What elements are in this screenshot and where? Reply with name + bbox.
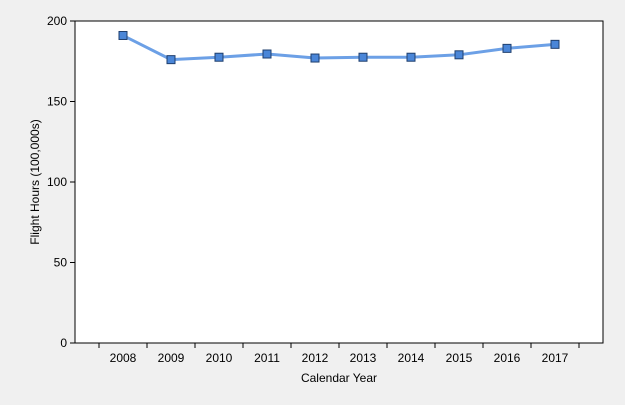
x-tick-label: 2014 — [398, 351, 425, 365]
data-point — [502, 43, 512, 53]
x-tick-label: 2008 — [110, 351, 137, 365]
y-tick-label: 50 — [54, 256, 68, 270]
data-point — [166, 55, 176, 65]
data-point — [550, 39, 560, 49]
data-point — [214, 52, 224, 62]
x-tick-label: 2013 — [350, 351, 377, 365]
x-tick-label: 2015 — [446, 351, 473, 365]
plot-area — [74, 20, 604, 344]
series-line — [122, 34, 556, 62]
x-tick-label: 2009 — [158, 351, 185, 365]
x-tick-label: 2012 — [302, 351, 329, 365]
y-tick-label: 0 — [60, 336, 67, 350]
y-axis: 0 50 100 150 200 — [47, 14, 75, 350]
data-point — [310, 53, 320, 63]
x-tick-label: 2010 — [206, 351, 233, 365]
x-tick-label: 2016 — [494, 351, 521, 365]
series-layer — [118, 30, 560, 65]
x-tick-label: 2017 — [542, 351, 569, 365]
data-point — [406, 52, 416, 62]
y-tick-label: 100 — [47, 175, 67, 189]
y-axis-title: Flight Hours (100,000s) — [28, 119, 42, 244]
y-tick-label: 200 — [47, 14, 67, 28]
data-point — [118, 30, 128, 40]
data-point — [262, 49, 272, 59]
y-tick-label: 150 — [47, 95, 67, 109]
data-point — [454, 50, 464, 60]
x-tick-label: 2011 — [254, 351, 280, 365]
data-point — [358, 52, 368, 62]
x-axis: 2008 2009 2010 2011 2012 2013 2014 2015 2016 2017 — [98, 343, 580, 365]
x-axis-title: Calendar Year — [301, 371, 377, 385]
